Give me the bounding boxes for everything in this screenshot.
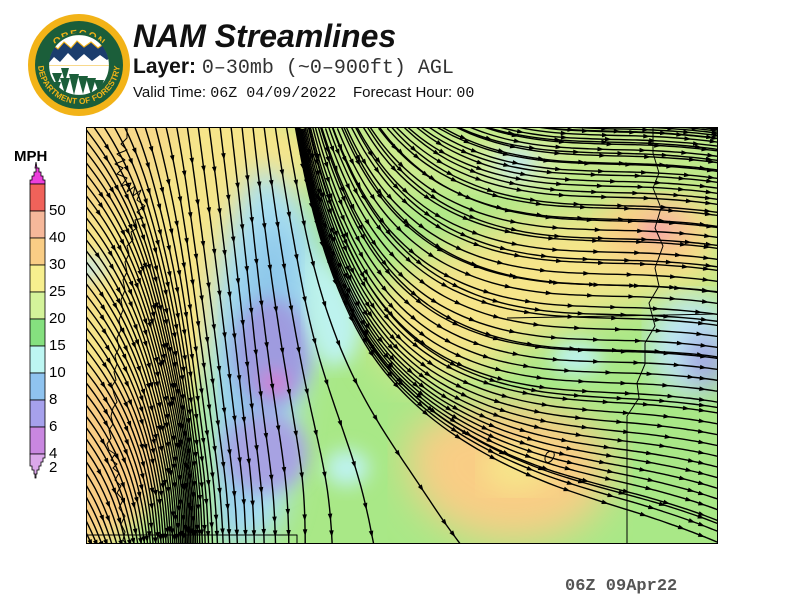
svg-text:20: 20 — [49, 310, 66, 327]
svg-text:15: 15 — [49, 337, 66, 354]
svg-text:50: 50 — [49, 202, 66, 219]
svg-text:10: 10 — [49, 364, 66, 381]
svg-text:8: 8 — [49, 391, 57, 408]
svg-text:30: 30 — [49, 256, 66, 273]
svg-text:6: 6 — [49, 418, 57, 435]
svg-text:2: 2 — [49, 459, 57, 476]
svg-text:25: 25 — [49, 283, 66, 300]
svg-text:40: 40 — [49, 229, 66, 246]
